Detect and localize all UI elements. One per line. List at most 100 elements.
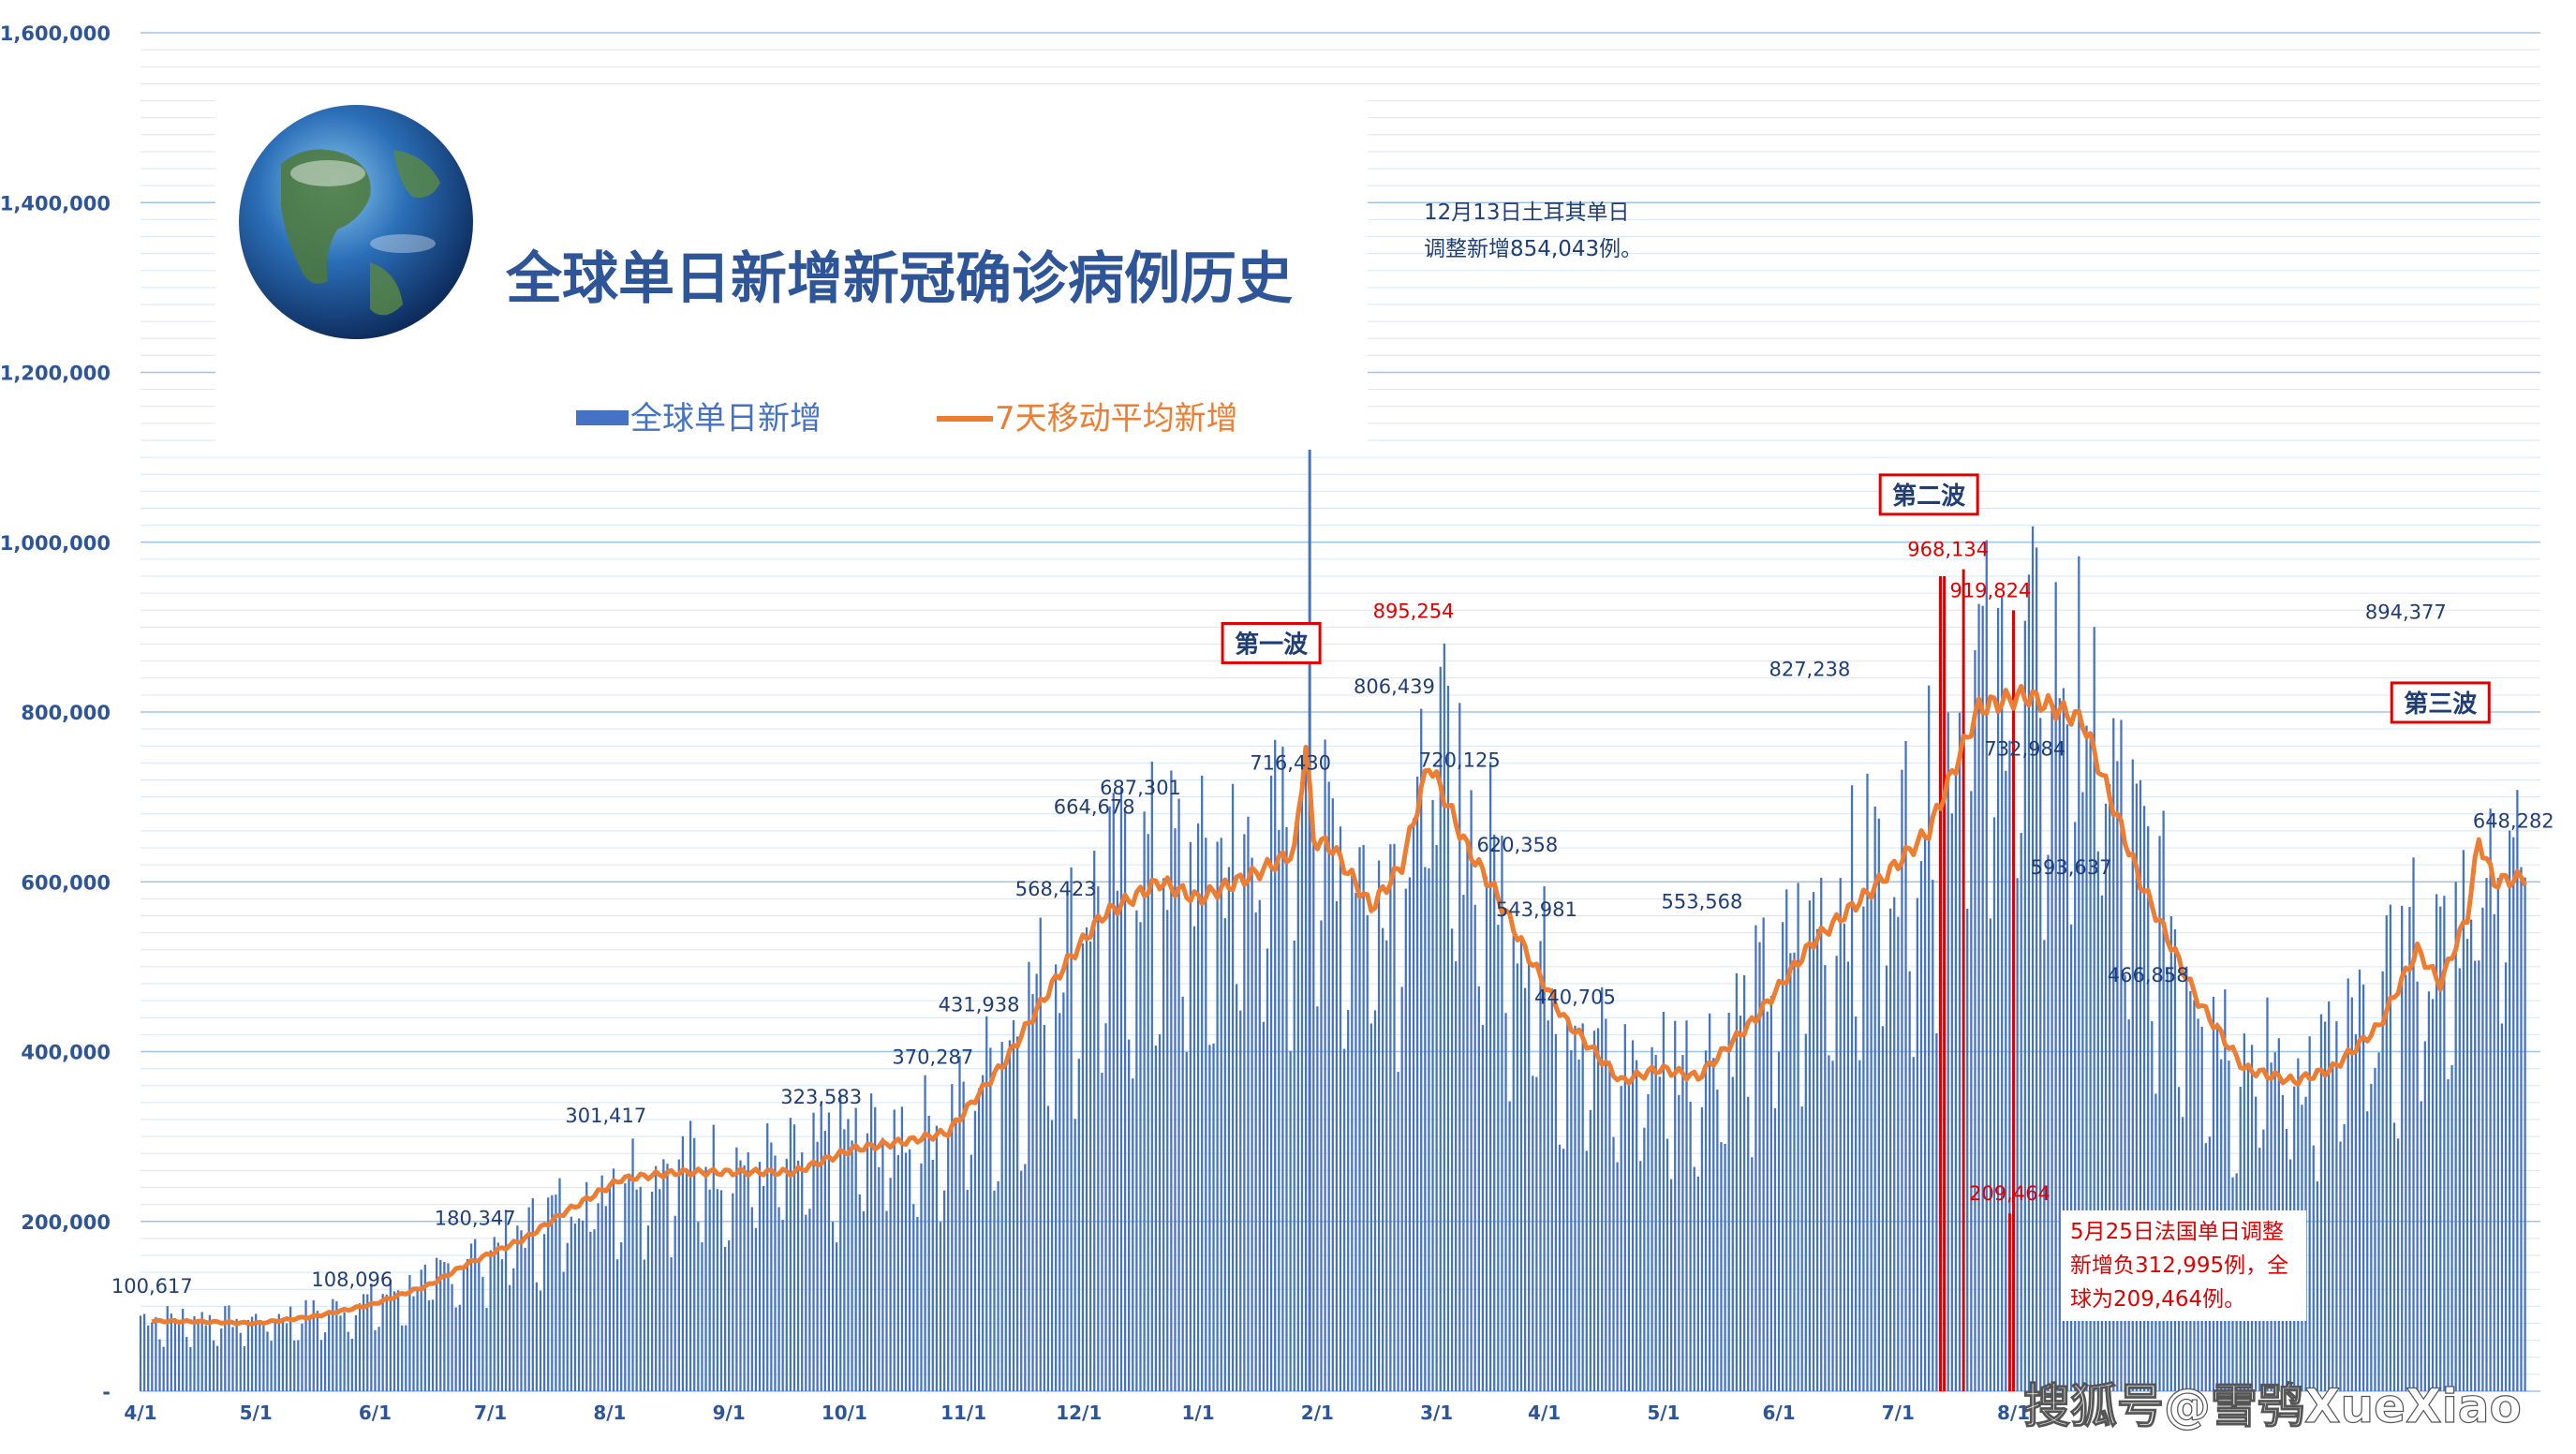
daily-bar	[2308, 1036, 2311, 1391]
daily-bar	[2509, 830, 2511, 1391]
france-note-line-2: 新增负312,995例，全	[2070, 1254, 2288, 1278]
daily-bar	[1043, 1025, 1045, 1391]
daily-bar	[2489, 809, 2492, 1391]
daily-bar	[1815, 928, 1819, 1391]
daily-bar	[1862, 906, 1865, 1391]
daily-bar	[631, 1138, 634, 1391]
daily-bar	[1885, 965, 1888, 1391]
daily-bar	[1220, 838, 1222, 1391]
daily-bar	[2142, 806, 2146, 1391]
daily-bar	[1866, 773, 1869, 1391]
daily-bar	[2224, 989, 2227, 1391]
daily-bar	[1858, 1060, 1861, 1391]
daily-bar	[481, 1276, 484, 1391]
x-tick-label: 9/1	[713, 1402, 746, 1424]
daily-bar	[2319, 1014, 2323, 1391]
daily-bar	[1712, 1058, 1715, 1391]
daily-bar	[224, 1306, 227, 1391]
daily-bar	[1205, 838, 1207, 1391]
daily-bar	[1112, 793, 1115, 1391]
daily-bar	[570, 1216, 572, 1391]
daily-bar	[874, 1106, 877, 1391]
daily-bar	[2054, 582, 2057, 1391]
daily-bar	[1239, 1010, 1242, 1391]
daily-bar	[1158, 1033, 1162, 1391]
daily-bar	[585, 1181, 588, 1391]
daily-bar	[2089, 736, 2092, 1391]
daily-bar	[1681, 1055, 1684, 1391]
daily-bar	[805, 1214, 807, 1391]
spike-bar	[1943, 576, 1947, 1391]
daily-bar	[869, 1093, 873, 1391]
daily-bar	[866, 1133, 869, 1391]
daily-bar	[1031, 993, 1034, 1391]
daily-bar	[173, 1318, 177, 1391]
daily-bar	[801, 1152, 804, 1391]
daily-bar	[1393, 843, 1396, 1391]
x-tick-label: 6/1	[1762, 1402, 1795, 1424]
daily-bar	[1446, 685, 1450, 1391]
daily-bar	[2377, 1052, 2380, 1391]
daily-bar	[858, 1194, 861, 1391]
daily-bar	[1296, 806, 1299, 1391]
daily-bar	[1420, 708, 1423, 1391]
daily-bar	[1850, 785, 1854, 1391]
daily-bar	[1808, 900, 1812, 1391]
daily-bar	[1782, 922, 1784, 1391]
daily-bar	[1512, 935, 1515, 1391]
daily-bar	[347, 1331, 349, 1391]
daily-bar	[1932, 879, 1934, 1391]
daily-bar	[1470, 790, 1473, 1391]
daily-bar	[1119, 787, 1123, 1391]
daily-bar	[1566, 1016, 1569, 1391]
daily-bar	[1950, 813, 1953, 1391]
daily-bar	[1181, 996, 1184, 1391]
daily-bar	[2423, 1041, 2426, 1391]
daily-bar	[1919, 861, 1923, 1391]
data-label: 553,568	[1662, 890, 1743, 912]
x-tick-label: 5/1	[240, 1402, 273, 1424]
daily-bar	[462, 1269, 466, 1391]
data-label: 620,358	[1476, 834, 1558, 856]
legend: 全球单日新增 7天移动平均新增	[576, 400, 1238, 438]
watermark: 搜狐号@雪鸮XueXiao	[2023, 1379, 2522, 1433]
data-label: 806,439	[1354, 675, 1435, 698]
daily-bar	[323, 1332, 327, 1391]
daily-bar	[693, 1137, 696, 1391]
daily-bar	[1601, 987, 1604, 1391]
daily-bar	[935, 1125, 939, 1391]
x-tick-label: 12/1	[1056, 1402, 1102, 1424]
daily-bar	[1055, 964, 1058, 1391]
x-tick-label: 11/1	[940, 1402, 986, 1424]
daily-bar	[1015, 1036, 1019, 1391]
x-tick-label: 3/1	[1420, 1402, 1453, 1424]
x-axis-ticks: 4/1 5/1 6/1 7/1 8/1 9/1 10/1 11/1 12/1 1/1 2/1 3/1 4…	[124, 1402, 2030, 1424]
daily-bar	[993, 1190, 996, 1391]
daily-bar	[1777, 1051, 1781, 1391]
daily-bar	[1266, 948, 1269, 1391]
daily-bar	[704, 1166, 707, 1391]
daily-bar	[1201, 775, 1204, 1391]
daily-bar	[1608, 1061, 1611, 1391]
daily-bar	[2185, 966, 2188, 1391]
daily-bar	[904, 1152, 908, 1391]
data-labels: 100,617 108,096 180,347 301,417 323,583 370,2…	[111, 101, 2554, 1298]
daily-bar	[812, 1112, 815, 1391]
daily-bar	[2458, 968, 2461, 1391]
daily-bar	[982, 1075, 985, 1391]
x-tick-label: 10/1	[822, 1402, 867, 1424]
data-label: 732,984	[1984, 738, 2065, 761]
daily-bar	[2312, 1145, 2315, 1391]
daily-bar	[1828, 1055, 1830, 1391]
daily-bar	[2335, 1021, 2338, 1391]
daily-bar	[615, 1259, 619, 1391]
daily-bar	[1543, 885, 1546, 1391]
daily-bar	[285, 1323, 289, 1391]
daily-bar	[423, 1264, 426, 1391]
x-tick-label: 1/1	[1182, 1402, 1215, 1424]
daily-bar	[808, 1209, 811, 1391]
daily-bar	[1855, 1016, 1858, 1391]
daily-bar	[1358, 847, 1361, 1391]
daily-bar	[909, 1149, 911, 1391]
daily-bar	[1443, 643, 1445, 1391]
